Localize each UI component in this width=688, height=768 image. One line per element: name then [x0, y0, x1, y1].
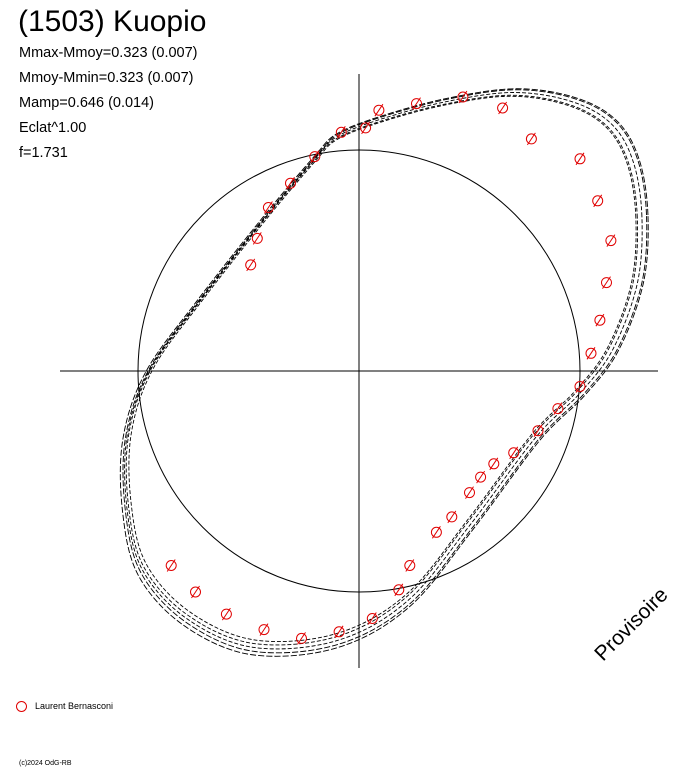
data-point [532, 424, 544, 437]
data-point [464, 486, 475, 499]
data-point [552, 402, 564, 415]
data-point [457, 90, 469, 104]
data-point [251, 232, 263, 245]
page-title: (1503) Kuopio [18, 5, 207, 38]
data-point [585, 347, 597, 360]
data-point [190, 585, 201, 599]
legend: Laurent Bernasconi [16, 699, 113, 713]
data-point [525, 132, 537, 146]
data-point [574, 380, 586, 393]
reference-circle [137, 149, 581, 593]
data-point [220, 607, 232, 621]
stat-mamp: Mamp=0.646 (0.014) [19, 95, 155, 111]
legend-marker-icon [16, 700, 27, 712]
data-point [475, 470, 487, 484]
model-curve [124, 92, 643, 650]
watermark: Provisoire [590, 583, 672, 665]
data-point [360, 121, 372, 135]
stat-mmax-mmoy: Mmax-Mmoy=0.323 (0.007) [19, 45, 198, 61]
data-point [366, 612, 378, 625]
data-point [446, 510, 458, 524]
data-point [165, 559, 177, 572]
stat-mmoy-mmin: Mmoy-Mmin=0.323 (0.007) [19, 70, 194, 86]
model-curve [125, 94, 639, 646]
data-point [592, 194, 604, 208]
stat-f: f=1.731 [19, 145, 68, 161]
data-point [309, 150, 321, 163]
legend-label: Laurent Bernasconi [35, 701, 114, 711]
copyright: (c)2024 OdG-RB [19, 760, 72, 767]
data-point [411, 97, 422, 110]
data-point [258, 623, 270, 636]
stat-eclat: Eclat^1.00 [19, 120, 87, 136]
data-point [393, 583, 405, 597]
data-points [165, 90, 617, 645]
model-curves [119, 88, 649, 657]
data-point [262, 201, 274, 214]
data-point [296, 632, 307, 645]
data-point [245, 258, 257, 272]
data-point [594, 313, 606, 327]
data-point [605, 234, 617, 247]
data-point [508, 446, 520, 460]
stats-block: Mmax-Mmoy=0.323 (0.007) Mmoy-Mmin=0.323 … [19, 41, 198, 166]
data-point [285, 176, 296, 190]
model-curve [128, 95, 637, 642]
data-point [373, 103, 385, 117]
data-point [404, 559, 416, 572]
data-point [488, 457, 500, 471]
data-point [601, 276, 612, 289]
model-curve [122, 89, 648, 654]
data-point [430, 526, 442, 539]
data-point [335, 126, 347, 139]
model-curve [119, 88, 649, 657]
data-point [333, 625, 345, 639]
data-point [574, 152, 586, 166]
data-point [497, 101, 509, 115]
